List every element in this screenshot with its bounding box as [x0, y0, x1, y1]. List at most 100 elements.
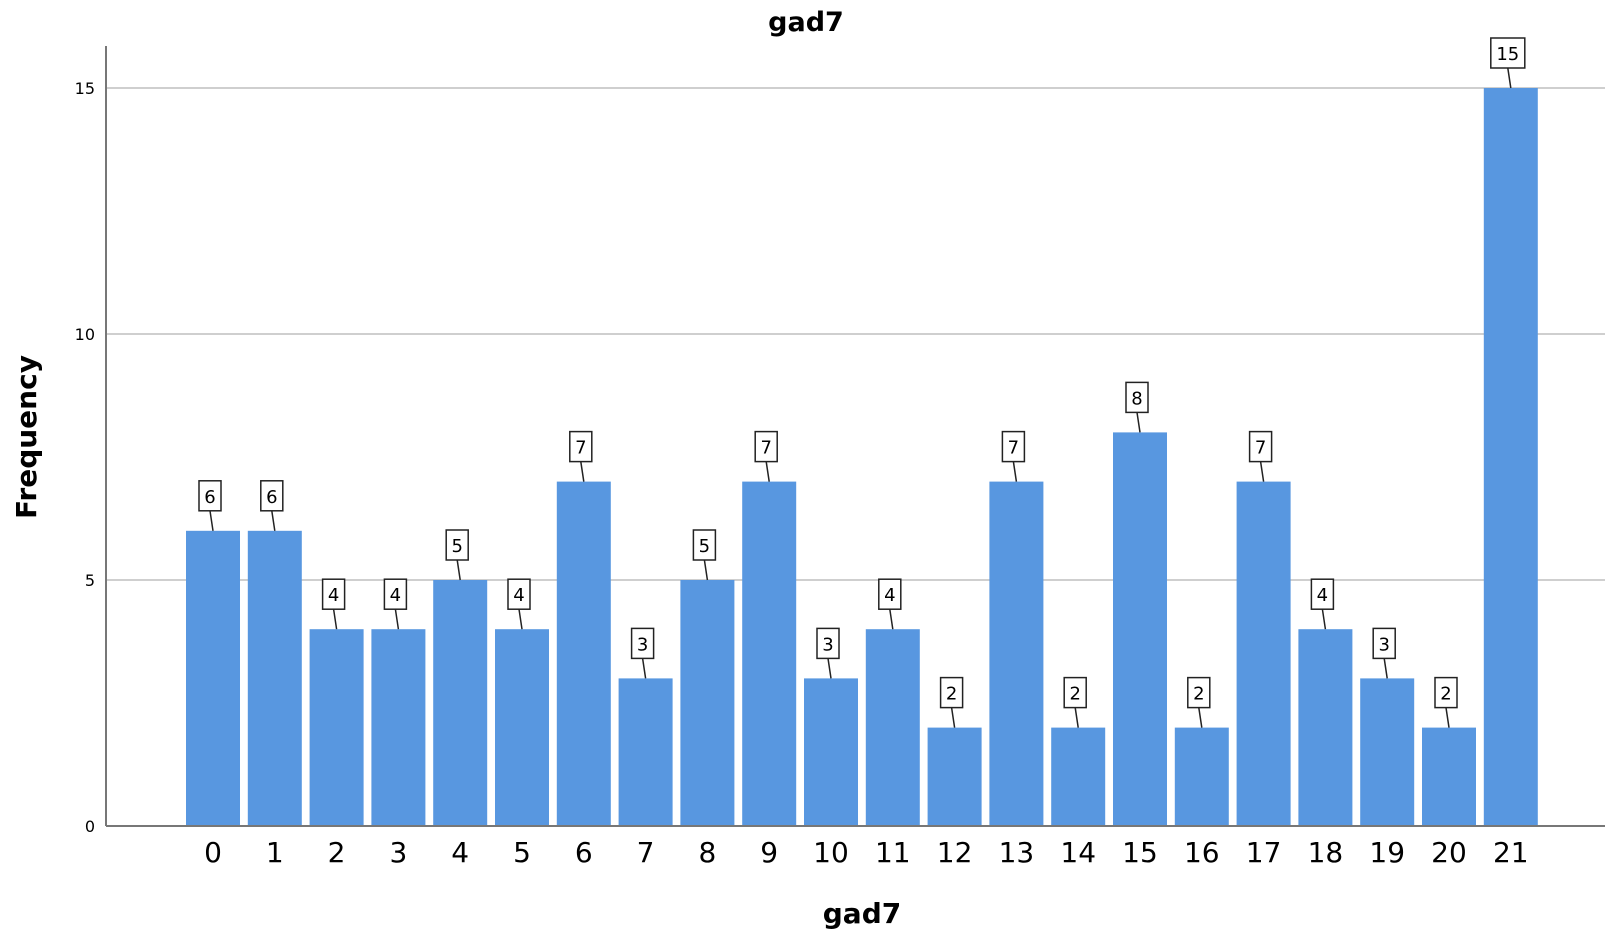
- data-label-value: 3: [822, 634, 833, 655]
- data-label-leader: [456, 559, 461, 581]
- data-label-box: [630, 627, 655, 660]
- data-label-19: 3: [1372, 627, 1396, 679]
- data-labels: 6 6 4 4 5 4 7 3 5 7 3 4 2 7 2 8 2 7 4 3 2 15: [198, 37, 1526, 728]
- x-tick-label: 6: [575, 836, 593, 869]
- data-label-value: 4: [328, 585, 339, 606]
- data-label-box: [1490, 37, 1526, 69]
- data-label-box: [754, 430, 778, 463]
- data-label-value: 4: [390, 585, 401, 606]
- data-label-value: 15: [1496, 44, 1519, 65]
- data-label-leader: [827, 658, 832, 679]
- bar-2: [309, 629, 364, 826]
- bar-16: [1174, 727, 1229, 826]
- data-label-leader: [518, 609, 523, 630]
- x-tick-label: 1: [266, 836, 284, 869]
- data-label-21: 15: [1490, 37, 1526, 89]
- data-label-leader: [1383, 658, 1388, 679]
- data-label-1: 6: [260, 480, 284, 531]
- bar-0: [186, 530, 240, 826]
- y-tick-label: 15: [75, 79, 95, 98]
- data-label-box: [507, 578, 531, 610]
- data-label-box: [1248, 430, 1273, 463]
- data-label-6: 7: [569, 430, 593, 482]
- x-tick-label: 9: [760, 836, 778, 869]
- bar-21: [1483, 88, 1538, 826]
- bar-11: [865, 629, 920, 826]
- bar-20: [1422, 727, 1476, 826]
- data-label-box: [445, 529, 469, 561]
- data-label-leader: [1198, 707, 1203, 728]
- data-label-15: 8: [1125, 381, 1149, 433]
- data-label-16: 2: [1187, 676, 1211, 728]
- x-tick-label: 7: [637, 836, 655, 869]
- x-tick-label: 5: [513, 836, 531, 869]
- bar-9: [742, 481, 797, 826]
- axes-layer: [105, 46, 1605, 827]
- data-label-9: 7: [754, 430, 778, 482]
- bar-18: [1298, 629, 1353, 826]
- y-tick-labels: 0 5 10 15: [75, 79, 95, 836]
- data-label-leader: [1074, 707, 1079, 728]
- data-label-leader: [765, 461, 770, 482]
- y-tick-label: 10: [75, 325, 95, 344]
- y-tick-label: 5: [85, 571, 95, 590]
- data-label-value: 7: [760, 438, 771, 459]
- x-tick-label: 17: [1246, 836, 1282, 869]
- data-label-leader: [889, 609, 894, 630]
- data-label-box: [198, 480, 222, 512]
- data-label-leader: [271, 510, 276, 531]
- data-label-leader: [1507, 67, 1512, 89]
- bar-6: [556, 481, 611, 826]
- data-label-box: [878, 578, 902, 610]
- x-tick-label: 3: [389, 836, 407, 869]
- data-label-leader: [394, 609, 400, 630]
- data-label-box: [260, 480, 284, 512]
- y-axis-title: Frequency: [10, 355, 43, 519]
- data-label-value: 7: [1255, 438, 1266, 459]
- bar-15: [1113, 432, 1167, 826]
- x-tick-labels: 0 1 2 3 4 5 6 7 8 9 10 11 12 13 14 15 16 17 18 19 20 21: [204, 836, 1529, 869]
- data-label-box: [692, 529, 717, 561]
- data-label-13: 7: [1001, 430, 1026, 482]
- data-label-leader: [950, 707, 956, 728]
- data-label-box: [1125, 381, 1149, 414]
- data-label-value: 3: [1378, 634, 1389, 655]
- bar-5: [495, 629, 549, 826]
- data-label-12: 2: [939, 676, 964, 728]
- data-label-value: 6: [204, 487, 215, 508]
- data-label-leader: [703, 559, 709, 581]
- data-label-leader: [1321, 609, 1327, 630]
- data-label-box: [1187, 676, 1211, 709]
- x-tick-label: 8: [698, 836, 716, 869]
- data-label-10: 3: [816, 627, 840, 679]
- data-label-box: [1001, 430, 1026, 463]
- data-label-value: 2: [946, 684, 957, 705]
- data-label-leader: [1259, 461, 1265, 482]
- data-label-box: [1372, 627, 1396, 660]
- chart-title: gad7: [768, 7, 844, 38]
- data-label-leader: [641, 658, 647, 679]
- data-label-20: 2: [1434, 676, 1458, 728]
- data-label-7: 3: [630, 627, 655, 679]
- data-label-value: 5: [699, 536, 710, 557]
- data-label-value: 2: [1440, 684, 1451, 705]
- bar-14: [1051, 727, 1106, 826]
- x-tick-label: 12: [937, 836, 973, 869]
- data-label-leader: [1445, 707, 1450, 728]
- x-tick-label: 18: [1308, 836, 1344, 869]
- data-label-leader: [1012, 461, 1018, 482]
- data-label-value: 2: [1193, 684, 1204, 705]
- data-label-value: 7: [1008, 438, 1019, 459]
- data-label-0: 6: [198, 480, 222, 531]
- bar-13: [989, 481, 1044, 826]
- x-tick-label: 19: [1369, 836, 1405, 869]
- bar-3: [371, 629, 426, 826]
- data-label-box: [569, 430, 593, 463]
- data-label-box: [1434, 676, 1458, 709]
- grid-layer: [106, 87, 1605, 581]
- data-label-value: 6: [266, 487, 277, 508]
- data-label-14: 2: [1063, 676, 1087, 728]
- data-label-3: 4: [383, 578, 408, 630]
